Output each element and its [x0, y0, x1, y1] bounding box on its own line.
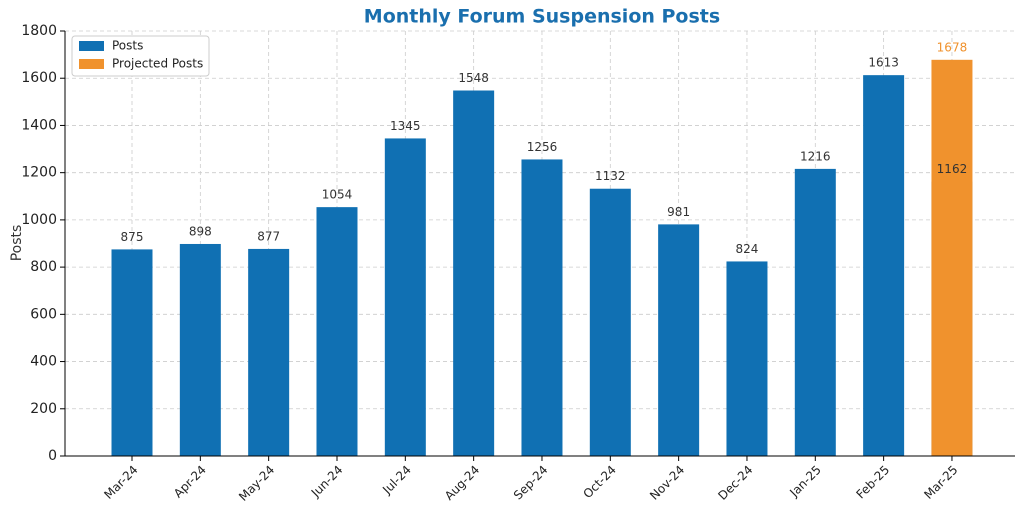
- bar: [521, 159, 563, 456]
- bar: [453, 90, 495, 456]
- x-tick-label: Dec-24: [715, 463, 755, 503]
- bar: [794, 168, 836, 456]
- bar: [179, 243, 221, 456]
- data-label: 1132: [595, 169, 626, 183]
- x-tick-label: Jul-24: [379, 463, 414, 498]
- data-label: 875: [121, 230, 144, 244]
- y-tick-label: 600: [30, 306, 57, 322]
- bar: [726, 261, 768, 456]
- bar: [863, 75, 905, 457]
- y-tick-label: 800: [30, 259, 57, 275]
- y-tick-label: 1600: [21, 70, 57, 86]
- bar: [111, 249, 153, 456]
- data-label: 981: [667, 205, 690, 219]
- x-tick-label: May-24: [236, 463, 277, 504]
- x-tick-label: Apr-24: [171, 463, 209, 501]
- data-label: 1162: [937, 162, 968, 176]
- y-axis-label: Posts: [9, 225, 25, 262]
- bar: [248, 248, 290, 456]
- x-tick-label: Sep-24: [511, 463, 551, 503]
- data-label: 1054: [322, 188, 353, 202]
- x-tick-label: Mar-25: [921, 463, 960, 502]
- data-label: 1256: [527, 140, 558, 154]
- bar: [316, 207, 358, 456]
- bar: [384, 138, 426, 457]
- y-tick-label: 1400: [21, 117, 57, 133]
- chart-title: Monthly Forum Suspension Posts: [364, 6, 720, 28]
- data-label: 1345: [390, 119, 421, 133]
- legend: Posts Projected Posts: [71, 35, 210, 77]
- y-tick-label: 1800: [21, 23, 57, 39]
- bar: [589, 188, 631, 456]
- legend-box: [71, 35, 210, 77]
- x-tick-label: Oct-24: [580, 463, 618, 501]
- x-tick-label: Feb-25: [853, 463, 892, 502]
- x-tick-label: Jan-25: [786, 463, 824, 501]
- data-label: 1613: [868, 56, 899, 70]
- legend-swatch: [79, 59, 104, 69]
- data-label: 1216: [800, 149, 831, 163]
- data-label: 824: [736, 242, 759, 256]
- y-tick-label: 200: [30, 401, 57, 417]
- data-label: 1548: [458, 71, 489, 85]
- x-tick-label: Mar-24: [101, 463, 140, 502]
- y-tick-label: 400: [30, 354, 57, 370]
- legend-swatch: [79, 41, 104, 51]
- legend-label: Posts: [112, 39, 143, 53]
- bar: [658, 224, 700, 456]
- y-tick-label: 1200: [21, 165, 57, 181]
- x-tick-label: Nov-24: [647, 463, 687, 503]
- y-tick-label: 1000: [21, 212, 57, 228]
- data-label: 898: [189, 224, 212, 238]
- y-tick-label: 0: [48, 448, 57, 464]
- data-label: 877: [257, 229, 280, 243]
- data-label: 1678: [937, 40, 968, 54]
- x-tick-label: Aug-24: [442, 463, 482, 503]
- legend-label: Projected Posts: [112, 57, 203, 71]
- bar: [931, 59, 973, 457]
- x-tick-label: Jun-24: [308, 463, 346, 501]
